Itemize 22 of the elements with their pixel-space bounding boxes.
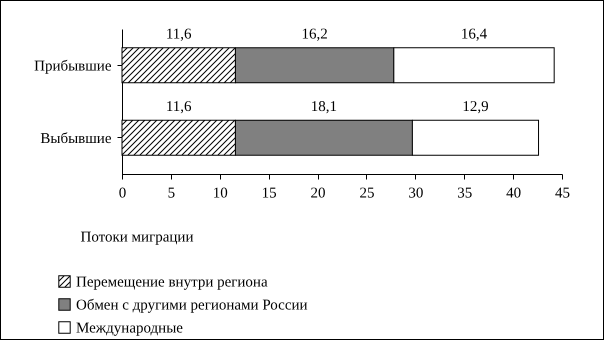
x-tick-label: 25 <box>359 186 374 202</box>
x-axis-title: Потоки миграции <box>80 230 194 246</box>
x-tick-label: 5 <box>168 186 176 202</box>
data-label: 16,2 <box>301 26 328 42</box>
data-label: 12,9 <box>462 98 489 115</box>
legend-label: Перемещение внутри региона <box>76 274 268 290</box>
legend-label: Обмен с другими регионами России <box>76 298 308 314</box>
data-label: 11,6 <box>166 98 192 115</box>
x-tick-label: 30 <box>408 186 424 202</box>
data-label: 16,4 <box>460 26 488 42</box>
data-label: 18,1 <box>310 98 338 115</box>
y-tick-label: Прибывшие <box>34 58 112 74</box>
x-tick-label: 45 <box>555 186 570 202</box>
x-tick-label: 0 <box>118 186 126 202</box>
x-tick-label: 15 <box>262 186 277 202</box>
x-tick-label: 40 <box>506 186 522 202</box>
data-label: 11,6 <box>166 26 192 42</box>
x-tick-label: 35 <box>457 186 472 202</box>
x-tick-label: 10 <box>212 186 228 202</box>
x-tick-label: 20 <box>310 186 326 202</box>
legend-label: Международные <box>76 320 184 336</box>
y-tick-label: Выбывшие <box>40 130 112 147</box>
